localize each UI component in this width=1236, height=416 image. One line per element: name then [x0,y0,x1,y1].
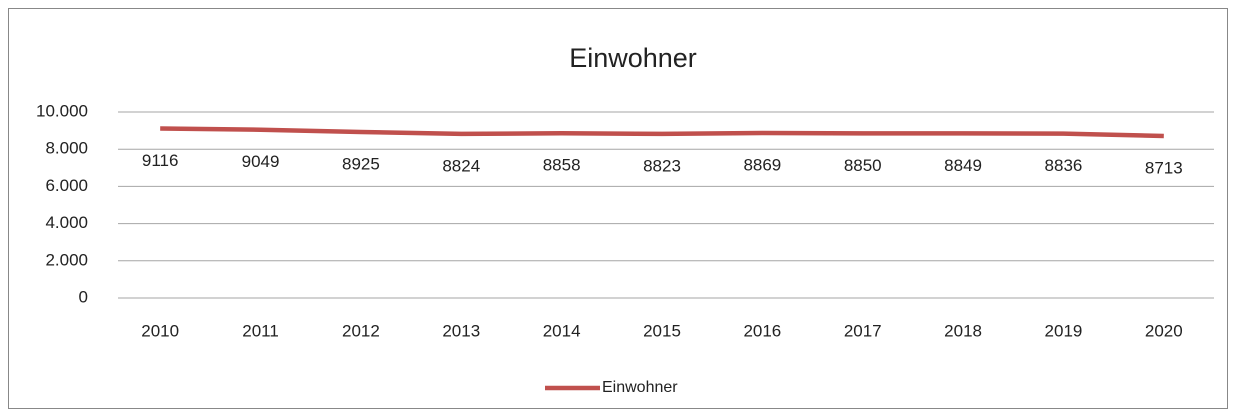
y-tick-label: 4.000 [45,213,88,232]
data-label: 8713 [1145,158,1183,177]
x-tick-label: 2014 [543,321,581,340]
data-label: 8824 [442,156,480,175]
chart-frame [8,8,1228,409]
chart-title: Einwohner [569,43,697,73]
y-tick-label: 0 [79,287,88,306]
x-tick-label: 2016 [743,321,781,340]
data-line [160,126,1164,139]
x-tick-label: 2011 [242,321,279,340]
x-tick-label: 2019 [1045,321,1083,340]
legend-label: Einwohner [602,379,678,396]
x-tick-label: 2017 [844,321,882,340]
data-label: 8823 [643,156,681,175]
data-label: 8858 [543,156,581,175]
data-label: 8849 [944,156,982,175]
x-tick-label: 2020 [1145,321,1183,340]
x-tick-label: 2018 [944,321,982,340]
x-tick-label: 2013 [442,321,480,340]
x-tick-label: 2012 [342,321,380,340]
data-label: 9116 [142,151,179,170]
data-label: 8925 [342,154,380,173]
x-tick-label: 2015 [643,321,681,340]
data-label: 8850 [844,156,882,175]
x-tick-label: 2010 [141,321,179,340]
data-label: 9049 [242,152,280,171]
y-tick-label: 6.000 [45,176,88,195]
data-label: 8869 [743,156,781,175]
y-tick-label: 10.000 [36,101,88,120]
y-tick-label: 2.000 [45,250,88,269]
y-tick-label: 8.000 [45,139,88,158]
data-label: 8836 [1045,156,1083,175]
